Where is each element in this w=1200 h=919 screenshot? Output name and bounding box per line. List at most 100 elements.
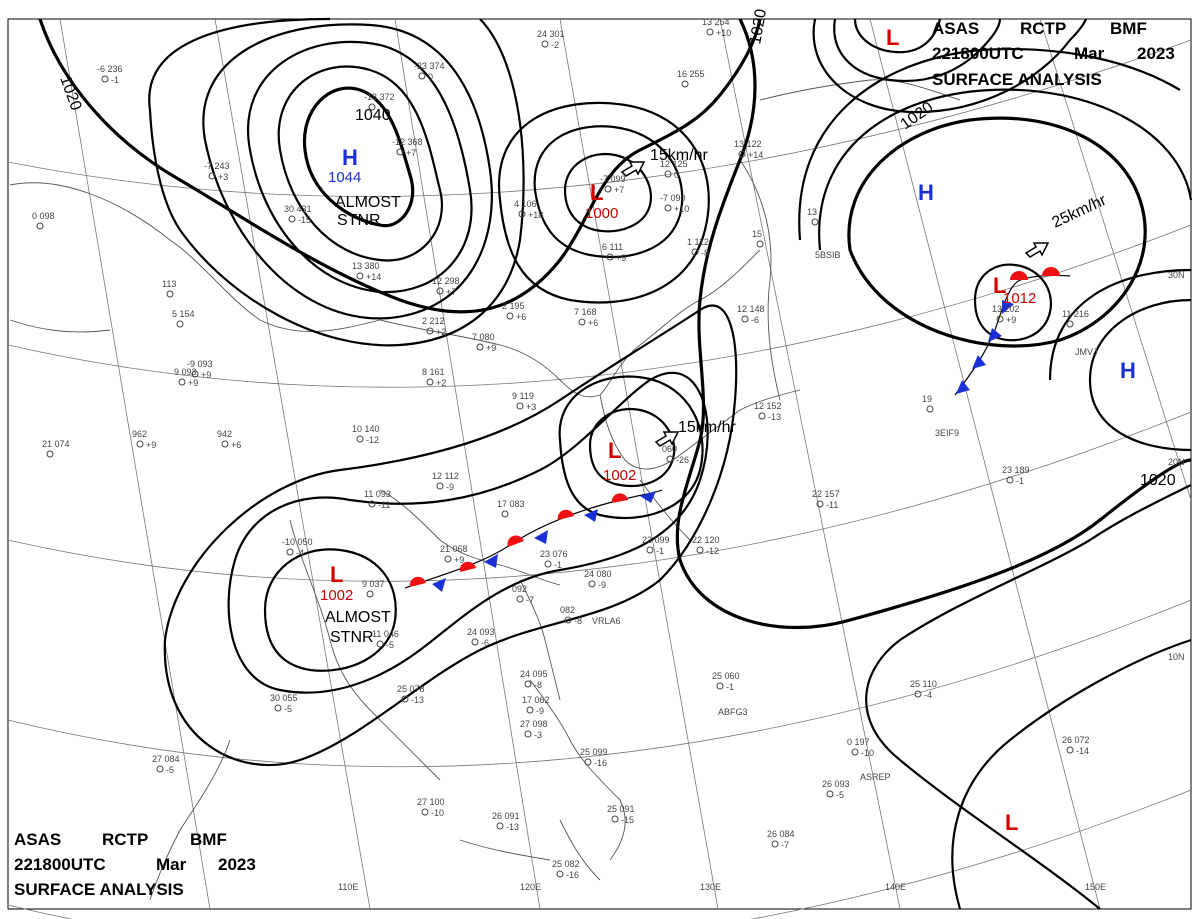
station-plot: 060-26	[662, 444, 689, 465]
station-plot: 7 080+9	[472, 332, 496, 353]
station-value: -7 099	[600, 174, 626, 184]
isobar-label: 1040	[355, 107, 391, 124]
station-value: 26 084	[767, 829, 795, 839]
station-plot: 25 060-1	[712, 671, 740, 692]
station-tendency: -7	[781, 840, 789, 850]
lat-label: 20N	[1168, 457, 1185, 467]
station-value: 17 062	[522, 695, 550, 705]
station-circle-icon	[356, 435, 364, 443]
station-value: 26 093	[822, 779, 850, 789]
map-frame	[7, 18, 1192, 910]
station-value: 25 082	[552, 859, 580, 869]
station-tendency: -1	[726, 682, 734, 692]
station-tendency: -6	[481, 638, 489, 648]
station-circle-icon	[1006, 476, 1014, 484]
lon-label: 150E	[1085, 882, 1106, 892]
station-plot: 25 099-16	[580, 747, 608, 768]
station-circle-icon	[516, 595, 524, 603]
station-tendency: -13	[411, 695, 424, 705]
station-plot: 962+9	[132, 429, 156, 450]
station-plot: -10 050-4	[282, 537, 313, 558]
station-circle-icon	[696, 546, 704, 554]
station-value: 12 125	[660, 159, 688, 169]
station-tendency: -8	[701, 248, 709, 258]
station-value: 11 216	[1062, 309, 1089, 319]
station-circle-icon	[826, 790, 834, 798]
low-center-symbol: L	[1005, 810, 1018, 835]
station-value: 30 431	[284, 204, 312, 214]
station-value: 9 037	[362, 579, 385, 589]
station-tendency: -16	[566, 870, 579, 880]
station-tendency: -13	[768, 412, 781, 422]
station-value: 16 255	[677, 69, 705, 79]
station-tendency: -8	[574, 616, 582, 626]
station-plot: 11 046-5	[372, 629, 399, 650]
header-bottom-word: ASAS	[14, 830, 61, 849]
station-circle-icon	[524, 730, 532, 738]
station-value: 942	[217, 429, 232, 439]
warm-front-bump	[1042, 267, 1060, 276]
station-value: 24 301	[537, 29, 565, 39]
station-tendency: -1	[554, 560, 562, 570]
header-bottom-word: BMF	[190, 830, 227, 849]
station-value: -9 093	[187, 359, 213, 369]
ship-ids: JMVJ 3EIF9 ASREP VRLA6 ABFG3 5BSIB	[592, 250, 1098, 782]
station-tendency: -4	[296, 548, 304, 558]
ship-id: JMVJ	[1075, 347, 1098, 357]
station-plot: 13	[807, 207, 819, 226]
station-circle-icon	[611, 815, 619, 823]
station-value: 23 076	[540, 549, 568, 559]
cold-front-tri	[640, 491, 656, 503]
station-plot: -12 368+7	[392, 137, 423, 158]
station-value: 19	[922, 394, 932, 404]
low-center-symbol: L	[886, 25, 899, 50]
station-plot: 8 161+2	[422, 367, 446, 388]
station-tendency: +18	[528, 210, 543, 220]
station-plot: 26 072-14	[1062, 735, 1090, 756]
warm-front-bump	[557, 509, 574, 520]
station-value: 7 168	[574, 307, 597, 317]
header-top-word: 221800UTC	[932, 44, 1024, 63]
isobar-label: 1020	[1140, 472, 1176, 489]
station-tendency: +2	[436, 378, 446, 388]
station-value: 10 140	[352, 424, 380, 434]
station-value: 23 099	[642, 535, 670, 545]
station-tendency: 0	[428, 72, 433, 82]
station-value: 060	[662, 444, 677, 454]
ship-id: VRLA6	[592, 616, 621, 626]
station-value: 21 074	[42, 439, 70, 449]
header-top-word: 2023	[1137, 44, 1175, 63]
station-plot: 6 111+9	[602, 242, 626, 263]
station-plot: 2 195+6	[502, 301, 526, 322]
station-tendency: 0	[674, 170, 679, 180]
station-circle-icon	[396, 148, 404, 156]
warm-front-bump	[1010, 271, 1028, 280]
station-plot: 25 082-16	[552, 859, 580, 880]
station-plot: 22 157-11	[812, 489, 840, 510]
station-circle-icon	[606, 253, 614, 261]
station-plot: 7 168+6	[574, 307, 598, 328]
station-circle-icon	[664, 204, 672, 212]
station-plot: 19	[922, 394, 934, 413]
station-value: -7 243	[204, 161, 230, 171]
station-value: 25 091	[607, 804, 635, 814]
station-circle-icon	[436, 287, 444, 295]
station-plot: 27 098-3	[520, 719, 548, 740]
station-value: 27 098	[520, 719, 548, 729]
station-tendency: -6	[751, 315, 759, 325]
station-tendency: -1	[656, 546, 664, 556]
warm-front-bump	[459, 561, 476, 572]
station-circle-icon	[444, 555, 452, 563]
header-top-word: Mar	[1074, 44, 1105, 63]
station-circle-icon	[366, 590, 374, 598]
station-value: 1 112	[687, 237, 709, 247]
station-tendency: -14	[1076, 746, 1089, 756]
station-plot: -7 243+3	[204, 161, 230, 182]
station-value: 8 161	[422, 367, 445, 377]
station-value: 13 254	[702, 17, 730, 27]
station-plot: 1 112-8	[687, 237, 709, 258]
station-value: 9 093	[174, 367, 197, 377]
station-plot: 12 148-6	[737, 304, 765, 325]
station-value: 9 119	[512, 391, 534, 401]
